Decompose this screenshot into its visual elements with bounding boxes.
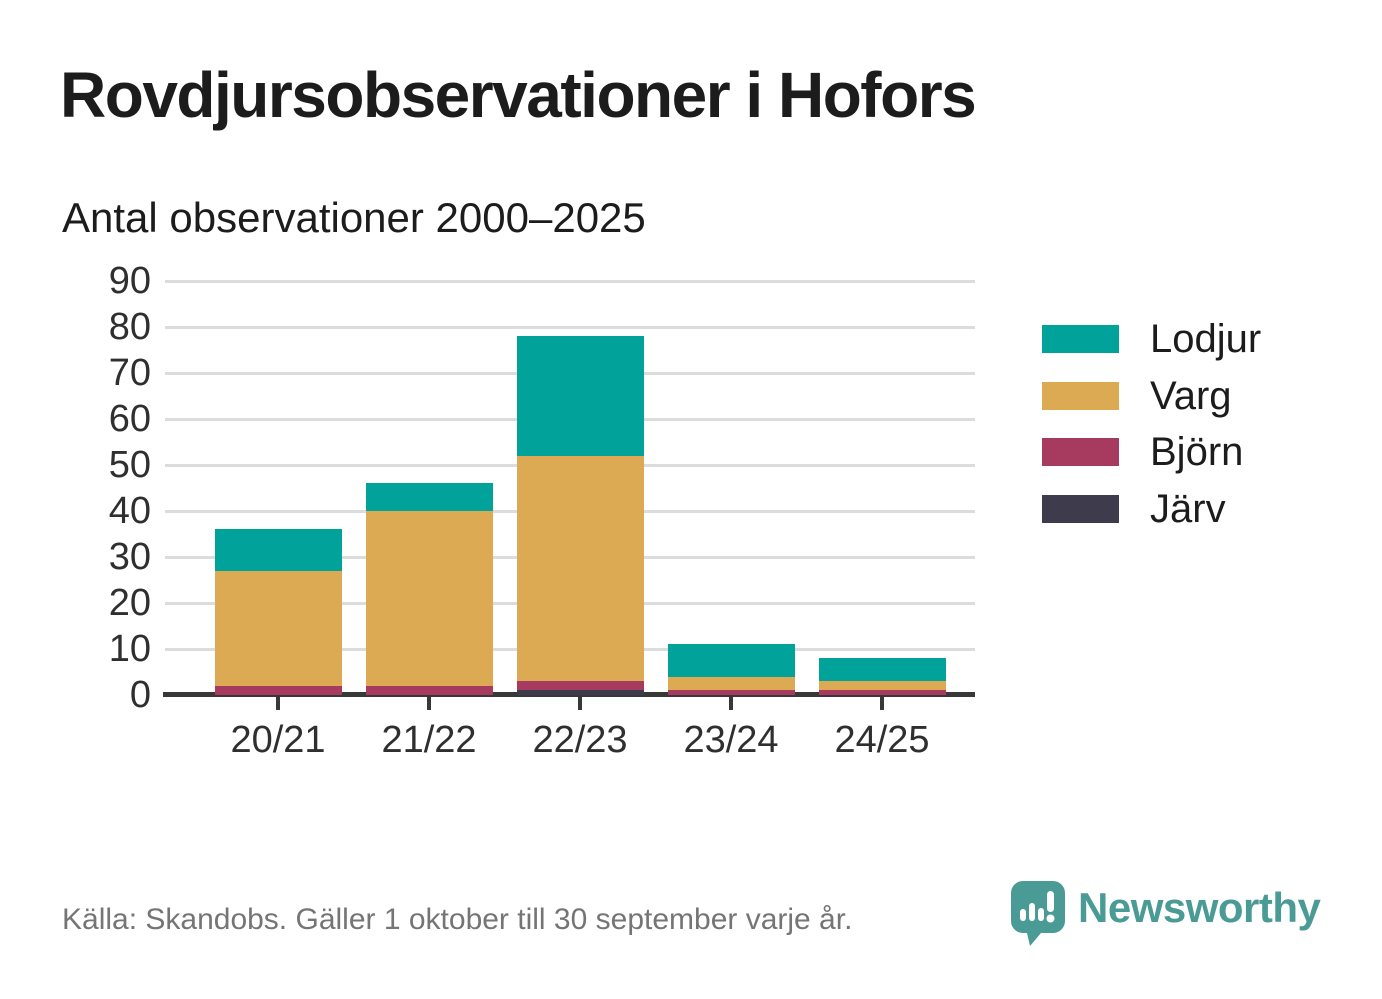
legend-swatch xyxy=(1042,325,1119,353)
legend-label: Lodjur xyxy=(1150,317,1262,361)
bar-segment-lodjur xyxy=(365,483,493,511)
bar-segment-varg xyxy=(818,681,946,691)
x-axis-tick xyxy=(276,695,280,710)
y-axis-tick-label: 50 xyxy=(108,444,151,486)
bar-segment-järv xyxy=(516,690,644,695)
legend-item-järv: Järv xyxy=(1042,489,1226,529)
gridline-y90 xyxy=(165,279,975,283)
x-axis-tick-label: 23/24 xyxy=(683,719,779,761)
x-axis-tick-label: 20/21 xyxy=(230,719,326,761)
legend-swatch xyxy=(1042,381,1119,410)
y-axis-tick-label: 40 xyxy=(108,490,151,532)
y-axis-tick-label: 10 xyxy=(108,628,151,670)
bar-segment-björn xyxy=(516,681,644,691)
legend-swatch xyxy=(1042,438,1119,466)
y-axis-tick-label: 70 xyxy=(108,352,151,394)
y-axis-tick-label: 0 xyxy=(129,674,151,716)
gridline-y80 xyxy=(165,325,975,329)
bar-22-23 xyxy=(516,281,644,695)
bar-segment-varg xyxy=(667,676,795,691)
x-axis-tick xyxy=(729,695,733,710)
y-axis-tick-label: 90 xyxy=(108,260,151,302)
bar-20-21 xyxy=(214,281,342,695)
legend-swatch xyxy=(1042,494,1119,523)
newsworthy-logo-text: Newsworthy xyxy=(1078,884,1321,931)
bar-segment-lodjur xyxy=(214,529,342,571)
legend-label: Björn xyxy=(1150,430,1244,474)
x-axis-tick xyxy=(578,695,582,710)
bar-24-25 xyxy=(818,281,946,695)
y-axis-tick-label: 80 xyxy=(108,306,151,348)
source-note: Källa: Skandobs. Gäller 1 oktober till 3… xyxy=(62,903,853,936)
legend-item-björn: Björn xyxy=(1042,432,1243,472)
x-axis-tick-label: 24/25 xyxy=(834,719,930,761)
x-axis-tick xyxy=(427,695,431,710)
bar-23-24 xyxy=(667,281,795,695)
y-axis-tick-label: 20 xyxy=(108,582,151,624)
legend-item-varg: Varg xyxy=(1042,376,1232,416)
bar-segment-lodjur xyxy=(667,644,795,677)
bar-segment-lodjur xyxy=(818,658,946,682)
bar-segment-varg xyxy=(516,455,644,682)
bar-segment-björn xyxy=(214,685,342,695)
bar-segment-lodjur xyxy=(516,336,644,456)
newsworthy-logo-icon xyxy=(1011,881,1065,946)
bar-segment-björn xyxy=(818,690,946,695)
legend-item-lodjur: Lodjur xyxy=(1042,319,1261,359)
page-title: Rovdjursobservationer i Hofors xyxy=(60,59,977,131)
bar-21-22 xyxy=(365,281,493,695)
x-axis-tick xyxy=(880,695,884,710)
bar-segment-varg xyxy=(214,570,342,686)
legend-label: Järv xyxy=(1150,486,1226,531)
bar-segment-varg xyxy=(365,511,493,686)
bar-segment-björn xyxy=(365,685,493,695)
x-axis-tick-label: 22/23 xyxy=(532,719,628,761)
bar-segment-björn xyxy=(667,690,795,695)
legend-label: Varg xyxy=(1150,373,1232,418)
y-axis-tick-label: 60 xyxy=(108,398,151,440)
newsworthy-logo: Newsworthy xyxy=(1010,880,1321,948)
y-axis-tick-label: 30 xyxy=(108,536,151,578)
chart-plot-area: 0 10 20 30 40 50 60 70 80 90 20/21 21/22 22/23 23/24 2… xyxy=(109,262,975,761)
x-axis-tick-label: 21/22 xyxy=(381,719,477,761)
chart-subtitle: Antal observationer 2000–2025 xyxy=(62,194,646,241)
